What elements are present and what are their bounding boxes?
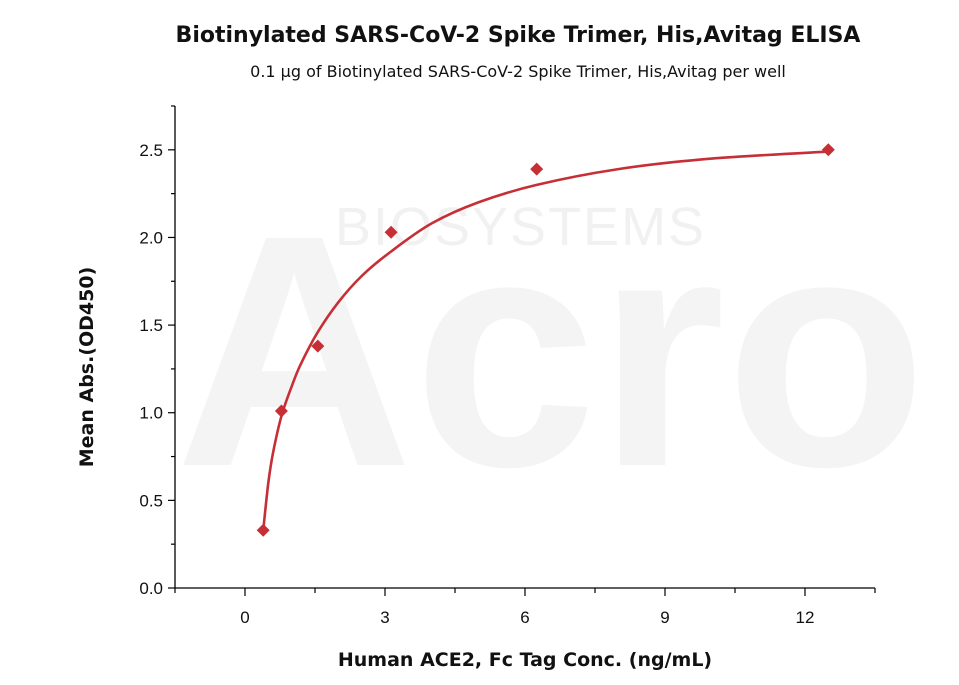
y-tick-label: 0.5 xyxy=(139,491,163,510)
x-tick-label: 3 xyxy=(380,608,389,627)
data-point xyxy=(384,225,398,239)
data-point xyxy=(256,523,270,537)
data-point xyxy=(821,143,835,157)
data-point xyxy=(311,339,325,353)
data-point xyxy=(274,404,288,418)
y-tick-label: 1.0 xyxy=(139,404,163,423)
chart-title: Biotinylated SARS-CoV-2 Spike Trimer, Hi… xyxy=(176,23,861,48)
y-tick-label: 2.0 xyxy=(139,228,163,247)
x-tick-label: 9 xyxy=(660,608,669,627)
data-point xyxy=(530,162,544,176)
watermark-logo: Acro xyxy=(175,166,927,535)
plot-area: 0.0 0.5 1.0 1.5 2.0 2.5 0 3 6 9 12 xyxy=(139,105,876,627)
watermark: Acro BIOSYSTEMS xyxy=(175,166,927,535)
x-tick-label: 0 xyxy=(240,608,249,627)
y-axis-label: Mean Abs.(OD450) xyxy=(76,267,98,468)
chart-subtitle: 0.1 μg of Biotinylated SARS-CoV-2 Spike … xyxy=(250,62,786,81)
x-tick-label: 12 xyxy=(796,608,815,627)
x-axis-label: Human ACE2, Fc Tag Conc. (ng/mL) xyxy=(338,649,712,671)
y-tick-label: 0.0 xyxy=(139,579,163,598)
fit-curve xyxy=(261,150,829,531)
x-tick-label: 6 xyxy=(520,608,529,627)
y-tick-label: 2.5 xyxy=(139,141,163,160)
y-tick-label: 1.5 xyxy=(139,316,163,335)
